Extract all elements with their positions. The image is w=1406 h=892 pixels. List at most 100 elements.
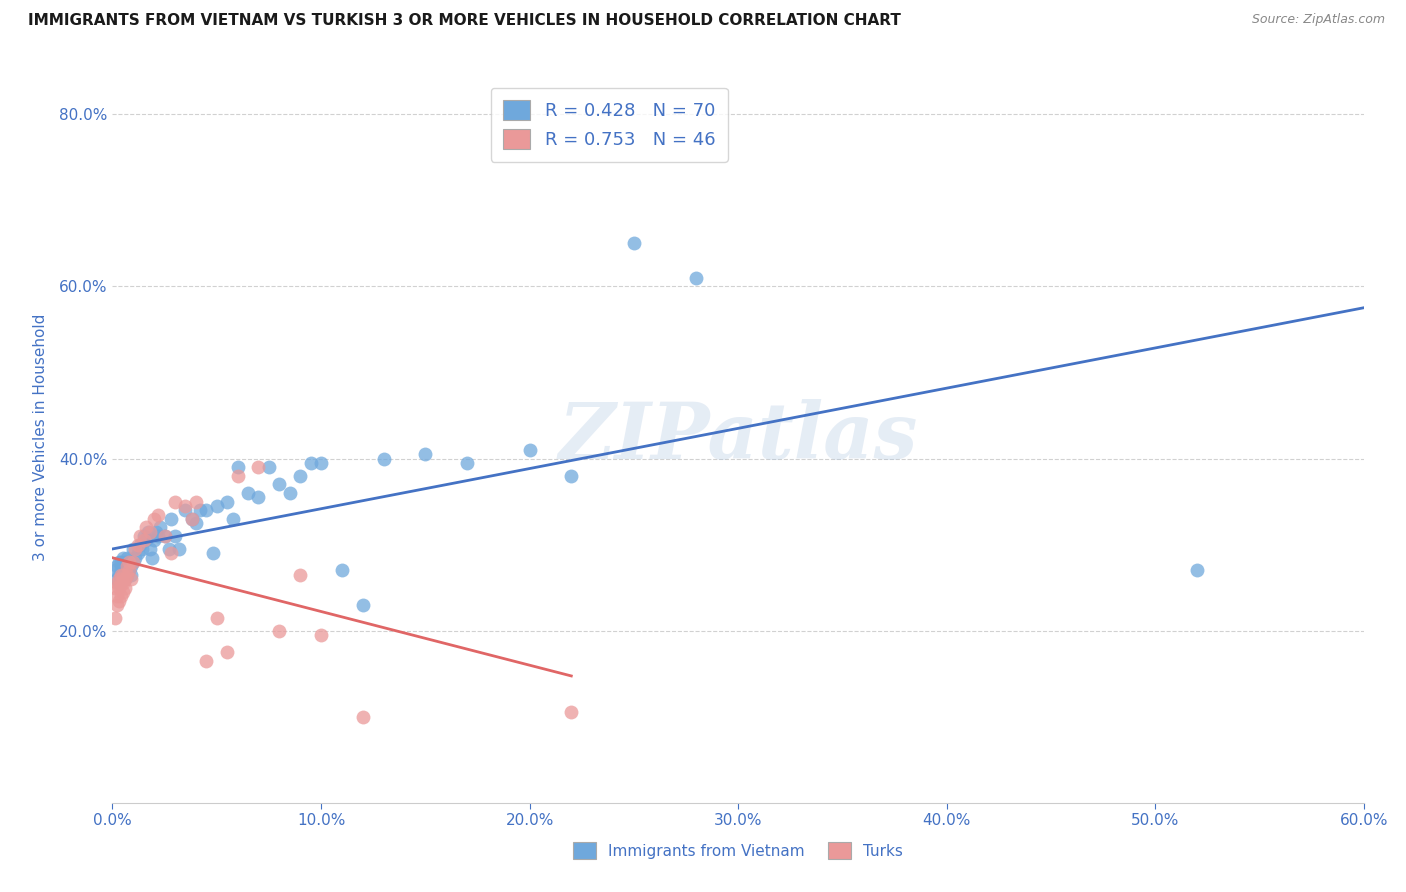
Point (309, 456, 332, 470)
Point (560, 468, 582, 483)
Point (110, 572, 132, 586)
Point (110, 589, 132, 603)
Point (139, 541, 162, 556)
Point (290, 468, 312, 483)
Point (122, 555, 145, 569)
Point (110, 564, 132, 578)
Point (148, 529, 170, 543)
Point (456, 456, 478, 470)
Point (141, 550, 163, 565)
Point (107, 567, 129, 582)
Point (269, 624, 291, 638)
Point (143, 512, 166, 526)
Point (174, 499, 197, 513)
Point (120, 567, 142, 582)
Point (135, 520, 157, 534)
Point (413, 447, 436, 461)
Point (195, 503, 218, 517)
Point (122, 555, 145, 569)
Point (257, 460, 280, 475)
Point (107, 576, 129, 591)
Point (269, 477, 291, 491)
Point (105, 559, 128, 574)
Point (201, 546, 224, 560)
Point (623, 236, 645, 251)
Point (195, 654, 218, 668)
Point (111, 585, 134, 599)
Point (135, 533, 157, 548)
Point (188, 503, 211, 517)
Point (120, 559, 142, 574)
Point (115, 567, 138, 582)
Point (685, 271, 707, 285)
Point (128, 529, 150, 543)
Point (136, 524, 159, 539)
Point (205, 499, 228, 513)
Point (105, 589, 128, 603)
Point (118, 564, 141, 578)
Point (1185, 564, 1208, 578)
Point (143, 533, 166, 548)
Point (236, 486, 259, 500)
Point (118, 555, 141, 569)
Point (115, 567, 138, 582)
Point (153, 529, 176, 543)
Point (309, 628, 332, 642)
Point (107, 555, 129, 569)
Point (519, 442, 541, 457)
Point (160, 512, 183, 526)
Point (111, 550, 134, 565)
Point (114, 555, 136, 569)
Point (105, 598, 128, 612)
Point (115, 559, 138, 574)
Point (217, 645, 239, 659)
Point (110, 576, 132, 591)
Point (118, 564, 141, 578)
Point (148, 508, 170, 522)
Point (560, 706, 582, 720)
Point (118, 555, 141, 569)
Point (114, 581, 136, 595)
Point (105, 572, 128, 586)
Point (330, 564, 353, 578)
Point (247, 491, 270, 505)
Point (226, 460, 249, 475)
Point (163, 529, 186, 543)
Point (111, 576, 134, 591)
Point (247, 460, 270, 475)
Point (122, 541, 145, 556)
Point (180, 512, 202, 526)
Text: IMMIGRANTS FROM VIETNAM VS TURKISH 3 OR MORE VEHICLES IN HOUSEHOLD CORRELATION C: IMMIGRANTS FROM VIETNAM VS TURKISH 3 OR … (28, 13, 901, 29)
Point (160, 546, 183, 560)
Point (149, 520, 172, 534)
Point (299, 456, 322, 470)
Point (107, 572, 129, 586)
Point (124, 541, 146, 556)
Point (114, 564, 136, 578)
Point (111, 567, 134, 582)
Point (110, 555, 132, 569)
Point (222, 512, 245, 526)
Point (124, 550, 146, 565)
Point (107, 593, 129, 607)
Point (131, 541, 153, 556)
Point (163, 494, 186, 508)
Point (120, 572, 142, 586)
Point (105, 576, 128, 591)
Y-axis label: 3 or more Vehicles in Household: 3 or more Vehicles in Household (32, 313, 48, 561)
Point (352, 710, 374, 724)
Point (153, 529, 176, 543)
Point (111, 567, 134, 582)
Text: ZIPatlas: ZIPatlas (558, 399, 918, 475)
Point (132, 533, 155, 548)
Legend: Immigrants from Vietnam, Turks: Immigrants from Vietnam, Turks (564, 833, 912, 868)
Point (157, 541, 180, 556)
Point (132, 529, 155, 543)
Point (145, 524, 167, 539)
Point (128, 538, 150, 552)
Point (184, 494, 207, 508)
Point (205, 611, 228, 625)
Point (180, 512, 202, 526)
Point (290, 567, 312, 582)
Point (352, 598, 374, 612)
